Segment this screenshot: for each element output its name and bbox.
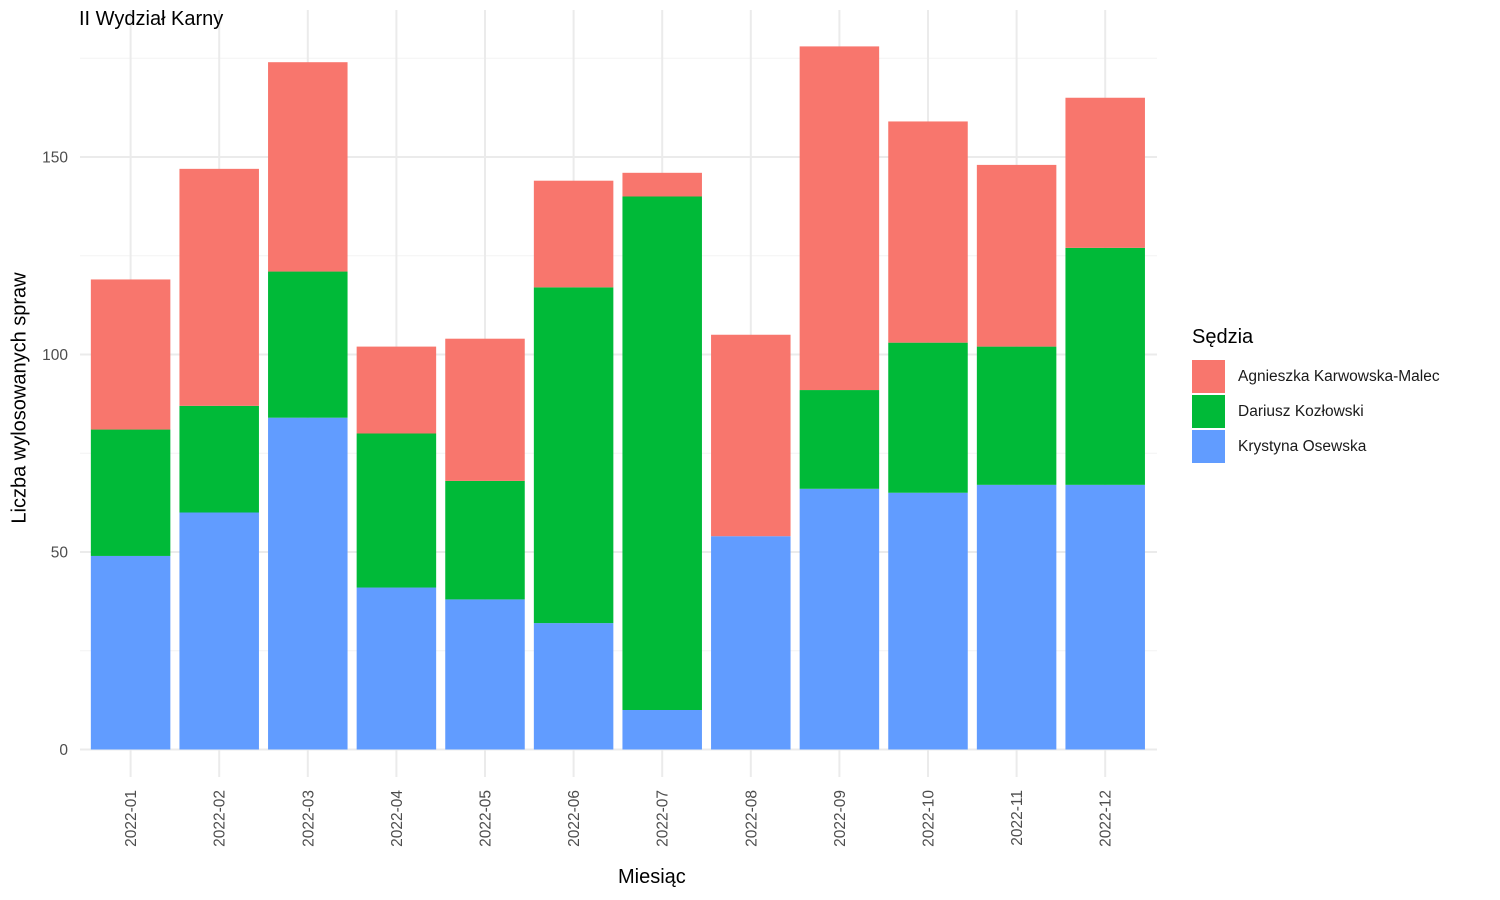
- bar-segment: [622, 172, 702, 197]
- legend-label: Agnieszka Karwowska-Malec: [1238, 367, 1440, 385]
- bar-segment: [90, 279, 171, 430]
- legend-swatch: [1192, 360, 1225, 393]
- y-tick-label: 50: [51, 545, 69, 562]
- bar-segment: [799, 46, 880, 391]
- x-tick-label: 2022-03: [300, 790, 317, 847]
- bar-segment: [90, 555, 171, 750]
- bar-segment: [888, 342, 968, 493]
- bar-segment: [356, 433, 437, 588]
- bar-segment: [445, 599, 525, 750]
- bar-segment: [976, 484, 1057, 750]
- x-tick-labels: 2022-01 2022-02 2022-03 2022-04 2022-05 2022-…: [123, 790, 1115, 847]
- legend-swatch: [1192, 395, 1225, 428]
- bar-segment: [711, 536, 791, 750]
- y-tick-labels: 0 50 100 150: [42, 150, 68, 760]
- x-tick-label: 2022-04: [389, 790, 406, 847]
- bar-segment: [799, 488, 880, 750]
- x-tick-label: 2022-10: [921, 790, 938, 847]
- y-tick-label: 0: [59, 742, 68, 759]
- bar-segment: [179, 405, 259, 513]
- bar-segment: [976, 164, 1057, 347]
- bar-segment: [976, 346, 1057, 485]
- bar-segment: [1065, 247, 1145, 485]
- bars: [90, 46, 1145, 750]
- bar-segment: [533, 180, 614, 288]
- bar-segment: [356, 587, 437, 750]
- bar-segment: [799, 390, 880, 489]
- x-axis-label: Miesiąc: [618, 866, 686, 888]
- x-tick-label: 2022-05: [478, 790, 495, 847]
- bar-segment: [179, 168, 259, 406]
- x-tick-label: 2022-06: [566, 790, 583, 847]
- bar-segment: [90, 429, 171, 556]
- chart-title: II Wydział Karny: [79, 8, 224, 30]
- x-tick-label: 2022-11: [1009, 790, 1026, 846]
- y-axis-label: Liczba wylosowanych spraw: [8, 272, 31, 524]
- bar-segment: [888, 492, 968, 750]
- bar-segment: [445, 338, 525, 481]
- y-tick-label: 100: [42, 347, 68, 364]
- x-tick-label: 2022-09: [832, 790, 849, 847]
- bar-segment: [179, 512, 259, 750]
- bar-segment: [1065, 484, 1145, 750]
- bar-segment: [711, 334, 791, 537]
- bar-segment: [1065, 97, 1145, 248]
- bar-segment: [622, 196, 702, 710]
- y-tick-label: 150: [42, 150, 68, 167]
- legend-label: Krystyna Osewska: [1238, 437, 1367, 455]
- bar-segment: [356, 346, 437, 434]
- legend-item-krystyna-osewska: Krystyna Osewska: [1192, 429, 1440, 464]
- bar-segment: [268, 62, 348, 272]
- legend: Sędzia Agnieszka Karwowska-Malec Dariusz…: [1192, 326, 1440, 464]
- x-tick-label: 2022-08: [743, 790, 760, 847]
- legend-title: Sędzia: [1192, 326, 1254, 348]
- legend-swatch: [1192, 430, 1225, 463]
- legend-item-agnieszka-karwowska-malec: Agnieszka Karwowska-Malec: [1192, 359, 1440, 394]
- x-tick-label: 2022-02: [212, 790, 229, 847]
- legend-item-dariusz-kozlowski: Dariusz Kozłowski: [1192, 394, 1440, 429]
- bar-segment: [533, 287, 614, 624]
- x-tick-label: 2022-01: [123, 790, 140, 847]
- x-tick-label: 2022-12: [1098, 790, 1115, 847]
- bar-segment: [622, 710, 702, 750]
- bar-segment: [268, 417, 348, 750]
- bar-segment: [445, 480, 525, 600]
- bar-segment: [888, 121, 968, 343]
- bar-segment: [268, 271, 348, 418]
- bar-segment: [533, 623, 614, 750]
- legend-label: Dariusz Kozłowski: [1238, 402, 1364, 420]
- x-tick-label: 2022-07: [655, 790, 672, 847]
